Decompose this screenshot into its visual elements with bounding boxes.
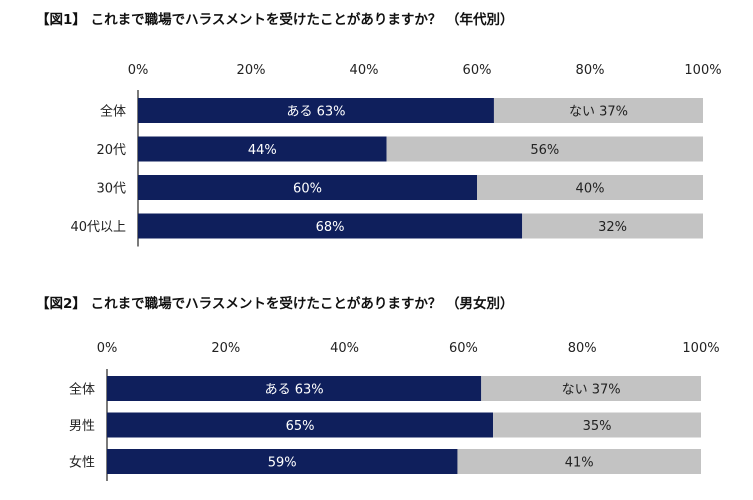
chart1-data-label: 56% — [530, 143, 559, 158]
chart1-bar-no — [522, 213, 703, 239]
chart2-category-label: 全体 — [69, 382, 95, 398]
chart2-bar-yes — [107, 376, 482, 401]
chart1-bar-no — [477, 175, 703, 200]
chart2-data-label: ある 63% — [265, 383, 324, 398]
chart1-data-label: 40% — [576, 182, 605, 197]
chart2-data-label: 41% — [565, 456, 594, 471]
chart1-x-tick-label: 20% — [237, 63, 266, 78]
chart1-category-label: 30代 — [96, 182, 126, 197]
chart1-bar-yes — [138, 175, 477, 200]
chart1-data-label: ある 63% — [286, 105, 345, 120]
chart1-title: 【図1】 これまで職場でハラスメントを受けたことがありますか？ （年代別） — [36, 12, 514, 28]
chart1-x-tick-label: 100% — [684, 63, 721, 78]
chart1-data-label: 68% — [316, 220, 345, 235]
chart1-bar-no — [386, 136, 703, 162]
chart2-category-label: 女性 — [69, 455, 95, 471]
chart2-data-label: 65% — [286, 419, 315, 434]
chart2-bar-no — [457, 449, 701, 474]
chart1-bar-yes — [138, 98, 494, 123]
chart2-x-tick-label: 60% — [449, 341, 478, 356]
chart1-x-tick-label: 0% — [128, 63, 149, 78]
chart2-data-label: 59% — [268, 456, 297, 471]
chart2-x-tick-label: 0% — [97, 341, 118, 356]
chart1-category-label: 20代 — [96, 143, 126, 158]
chart1-category-label: 全体 — [100, 104, 126, 120]
chart2-bar-yes — [107, 412, 494, 438]
chart1-data-label: 44% — [248, 143, 277, 158]
chart1-data-label: 32% — [598, 220, 627, 235]
chart2-data-label: 35% — [583, 419, 612, 434]
chart2-data-label: ない 37% — [562, 383, 621, 398]
chart1-data-label: ない 37% — [569, 105, 628, 120]
chart2-bar-no — [493, 412, 701, 438]
chart2-bar-no — [481, 376, 701, 401]
chart1-plot: 0% 20% 40% 60% 80% 100% 全体 ある 63% ない 37% 20代 44% 56… — [70, 63, 722, 247]
chart2-x-tick-label: 100% — [682, 341, 719, 356]
chart1-bar-no — [493, 98, 703, 123]
chart1-data-label: 60% — [293, 182, 322, 197]
chart2-x-tick-label: 40% — [330, 341, 359, 356]
chart2-category-label: 男性 — [69, 419, 95, 434]
chart1-x-tick-label: 60% — [463, 63, 492, 78]
chart1-bar-yes — [138, 213, 523, 239]
chart1-x-tick-label: 40% — [350, 63, 379, 78]
chart2-title: 【図2】 これまで職場でハラスメントを受けたことがありますか？ （男女別） — [36, 296, 514, 312]
chart2-x-tick-label: 20% — [211, 341, 240, 356]
chart2-x-tick-label: 80% — [568, 341, 597, 356]
chart1-bar-yes — [138, 136, 387, 162]
chart2-bar-yes — [107, 449, 458, 474]
chart1-category-label: 40代以上 — [70, 220, 126, 235]
chart1-x-tick-label: 80% — [576, 63, 605, 78]
